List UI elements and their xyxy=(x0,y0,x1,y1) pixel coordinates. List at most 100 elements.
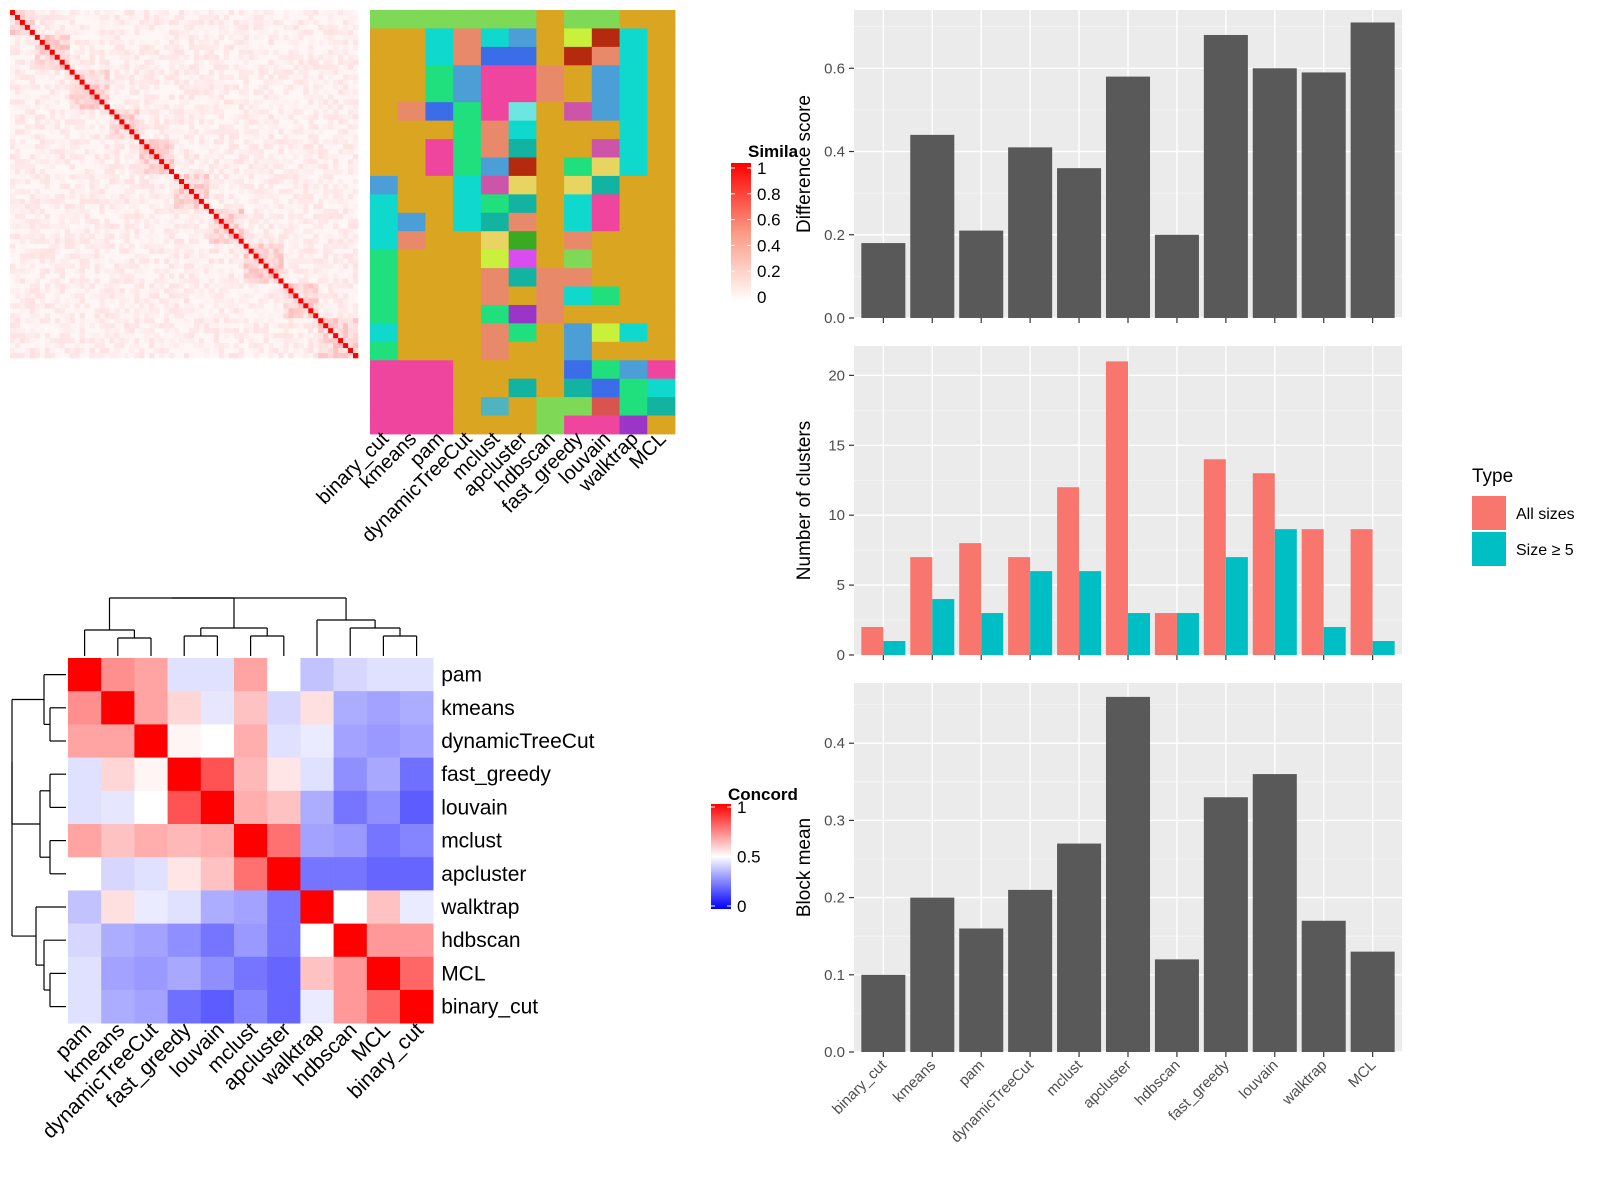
sim-cell xyxy=(149,19,155,26)
sim-cell xyxy=(333,208,339,215)
sim-cell xyxy=(318,268,324,274)
sim-cell xyxy=(313,233,319,239)
sim-cell xyxy=(29,238,36,244)
sim-cell xyxy=(24,293,31,299)
sim-cell xyxy=(24,203,31,210)
sim-cell xyxy=(223,273,230,279)
sim-cell xyxy=(49,303,56,309)
sim-cell xyxy=(24,144,31,150)
sim-cell xyxy=(104,233,110,239)
sim-cell xyxy=(144,338,150,344)
sim-cell xyxy=(228,104,235,110)
sim-cell xyxy=(188,263,195,269)
sim-cell xyxy=(94,188,100,195)
membership-cell xyxy=(480,83,510,103)
sim-cell xyxy=(144,169,150,175)
sim-cell xyxy=(169,188,175,195)
bar-hdbscan xyxy=(1154,234,1199,318)
sim-cell xyxy=(323,328,329,334)
sim-cell xyxy=(10,243,16,249)
membership-cell xyxy=(480,397,510,416)
membership-cell xyxy=(453,415,482,435)
sim-cell xyxy=(218,34,225,41)
sim-cell xyxy=(104,328,110,334)
sim-cell xyxy=(303,144,309,150)
sim-cell xyxy=(348,188,354,195)
sim-cell xyxy=(238,29,244,36)
sim-cell xyxy=(288,253,294,259)
sim-cell xyxy=(24,164,31,170)
concordance-row-label-kmeans: kmeans xyxy=(441,697,515,720)
sim-cell xyxy=(333,278,339,284)
sim-cell xyxy=(154,169,160,175)
membership-cell xyxy=(591,378,620,398)
concordance-cell xyxy=(234,724,268,758)
sim-cell xyxy=(159,144,165,150)
sim-cell xyxy=(29,193,36,200)
sim-cell xyxy=(184,69,190,75)
sim-cell xyxy=(69,109,75,115)
sim-cell xyxy=(149,159,155,165)
sim-cell xyxy=(343,353,349,359)
sim-cell xyxy=(298,19,304,26)
sim-cell xyxy=(343,333,349,339)
sim-cell xyxy=(328,114,334,120)
sim-cell xyxy=(343,49,349,56)
membership-cell xyxy=(453,323,482,343)
sim-cell xyxy=(338,129,344,135)
sim-cell xyxy=(74,144,80,150)
sim-cell xyxy=(323,24,329,31)
membership-cell xyxy=(591,212,620,232)
sim-cell xyxy=(333,184,339,190)
sim-cell xyxy=(203,139,210,145)
sim-cell xyxy=(273,49,279,56)
sim-cell xyxy=(114,79,120,85)
bar-mclust xyxy=(1057,168,1102,318)
sim-cell xyxy=(338,124,344,130)
sim-cell xyxy=(104,84,110,90)
sim-cell xyxy=(54,233,61,239)
sim-cell xyxy=(144,233,150,239)
sim-cell xyxy=(10,268,16,274)
sim-cell xyxy=(293,44,299,51)
sim-cell xyxy=(303,333,309,339)
sim-cell xyxy=(283,278,289,284)
sim-cell xyxy=(94,134,100,140)
membership-cell xyxy=(480,268,510,287)
bar-size5-dynamicTreeCut xyxy=(1030,571,1053,655)
sim-cell xyxy=(84,248,90,254)
sim-cell xyxy=(24,233,31,239)
sim-cell xyxy=(338,333,344,339)
similarity-legend-tick: 0 xyxy=(757,288,766,307)
sim-cell xyxy=(328,109,334,115)
sim-cell xyxy=(134,184,140,190)
sim-cell xyxy=(293,119,299,125)
sim-cell xyxy=(283,348,289,354)
sim-cell xyxy=(14,353,21,359)
bar-size5-apcluster xyxy=(1128,613,1151,655)
sim-cell xyxy=(64,233,70,239)
sim-cell xyxy=(303,94,309,100)
sim-cell xyxy=(164,10,170,16)
sim-cell xyxy=(34,124,41,130)
sim-cell xyxy=(233,84,239,90)
sim-cell xyxy=(348,318,354,324)
sim-cell xyxy=(348,208,354,215)
sim-cell xyxy=(134,69,140,75)
sim-cell xyxy=(139,149,145,155)
sim-cell xyxy=(188,243,195,249)
sim-cell xyxy=(64,238,70,244)
sim-cell xyxy=(164,288,170,294)
sim-cell xyxy=(253,263,259,269)
sim-cell xyxy=(10,19,16,26)
sim-cell xyxy=(19,188,26,195)
sim-cell xyxy=(174,238,180,244)
membership-cell xyxy=(425,249,454,269)
sim-cell xyxy=(154,69,160,75)
sim-cell xyxy=(278,253,284,259)
sim-cell xyxy=(39,298,46,304)
sim-cell xyxy=(318,328,324,334)
sim-cell xyxy=(253,318,259,324)
sim-cell xyxy=(159,268,165,274)
concordance-cell xyxy=(101,956,135,991)
